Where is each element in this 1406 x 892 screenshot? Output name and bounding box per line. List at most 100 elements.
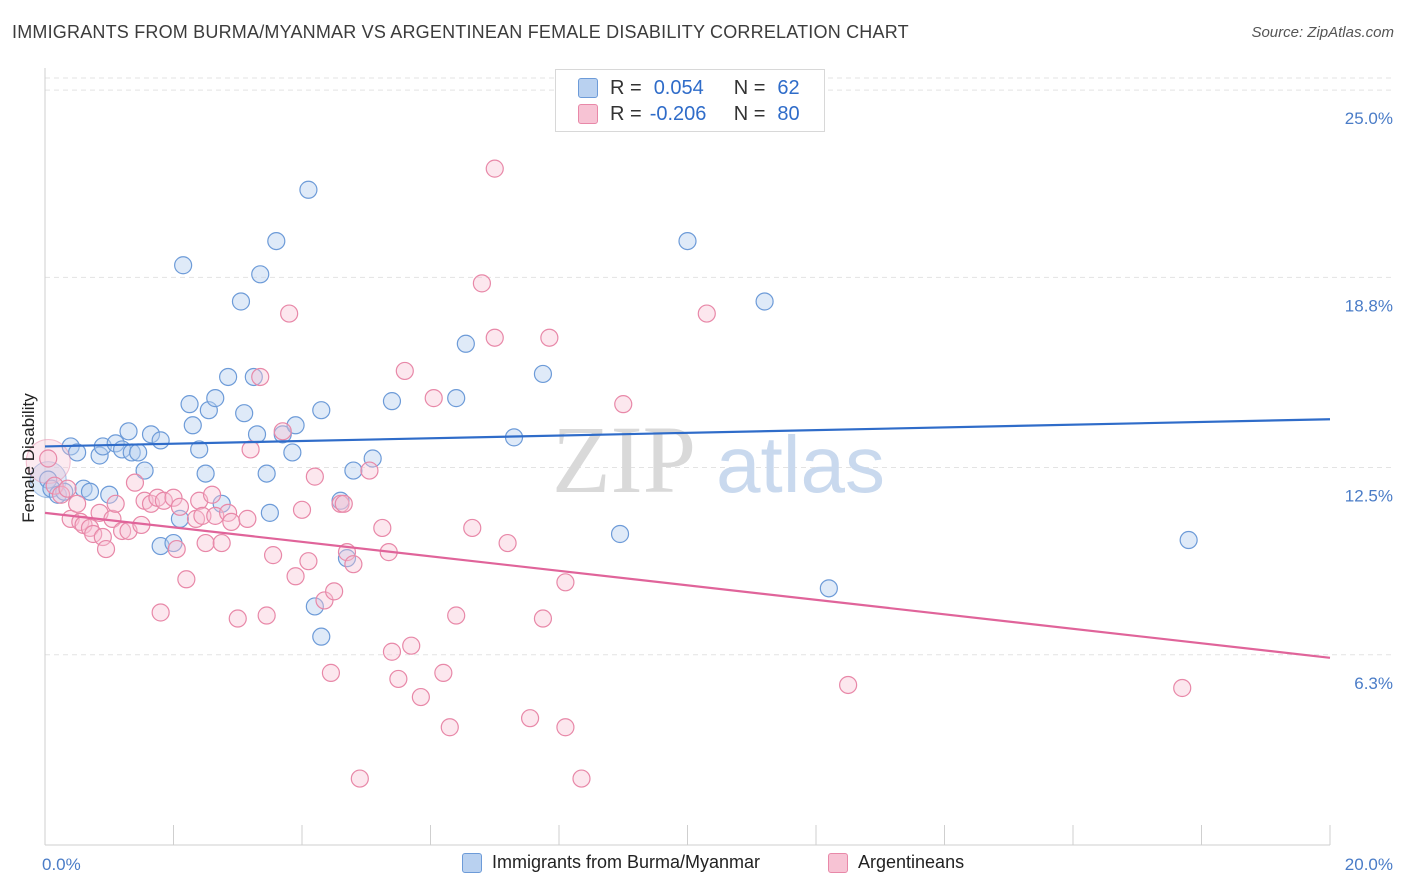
argentinean-point bbox=[472, 274, 491, 293]
argentinean-point bbox=[125, 473, 145, 492]
stats-legend: R = 0.054 N = 62 R = -0.206 N = 80 bbox=[555, 69, 825, 132]
burma-point bbox=[755, 292, 774, 311]
argentinean-point bbox=[177, 570, 196, 589]
argentinean-point bbox=[251, 367, 270, 387]
argentinean-point bbox=[273, 422, 292, 441]
y-axis-label: Female Disability bbox=[19, 393, 38, 523]
argentinean-point bbox=[533, 609, 553, 628]
legend-n-value-argentinean: 80 bbox=[777, 102, 800, 125]
argentinean-point bbox=[257, 606, 276, 625]
argentinean-point bbox=[263, 546, 283, 565]
legend-item-burma: Immigrants from Burma/Myanmar bbox=[462, 852, 760, 873]
watermark: ZIP atlas bbox=[552, 406, 885, 513]
argentinean-point bbox=[39, 449, 58, 468]
legend-swatch-burma bbox=[462, 852, 482, 873]
y-tick-label: 18.8% bbox=[1345, 296, 1393, 315]
burma-point bbox=[260, 503, 279, 522]
argentinean-point bbox=[614, 395, 633, 414]
burma-point bbox=[1179, 530, 1198, 550]
burma-point bbox=[312, 401, 331, 420]
argentinean-point bbox=[68, 494, 87, 513]
burma-trend-line bbox=[44, 418, 1331, 448]
argentinean-point bbox=[58, 479, 77, 498]
chart-title: IMMIGRANTS FROM BURMA/MYANMAR VS ARGENTI… bbox=[12, 22, 909, 42]
argentinean-point bbox=[299, 552, 318, 571]
tick-labels: 6.3% 12.5% 18.8% 25.0% 0.0% 20.0% bbox=[42, 109, 1393, 874]
argentinean-point bbox=[540, 328, 559, 347]
watermark-atlas: atlas bbox=[716, 420, 885, 509]
argentinean-point bbox=[106, 494, 125, 513]
burma-point bbox=[244, 367, 263, 387]
argentinean-point bbox=[411, 687, 430, 707]
argentinean-point bbox=[485, 328, 504, 347]
argentinean-point bbox=[389, 669, 408, 689]
burma-point bbox=[235, 404, 254, 423]
legend-r-label: R = bbox=[610, 102, 642, 125]
burma-point bbox=[678, 231, 697, 251]
argentinean-point bbox=[434, 663, 453, 682]
y-tick-label: 25.0% bbox=[1345, 109, 1393, 128]
argentinean-cluster-point bbox=[25, 439, 71, 485]
argentinean-point bbox=[344, 555, 363, 574]
burma-point bbox=[312, 627, 331, 646]
legend-swatch-burma bbox=[578, 78, 598, 98]
burma-point bbox=[135, 461, 154, 480]
burma-point bbox=[174, 256, 193, 275]
argentinean-point bbox=[196, 533, 215, 553]
argentinean-point bbox=[305, 467, 324, 486]
argentinean-point bbox=[228, 609, 247, 628]
burma-point bbox=[231, 292, 251, 311]
legend-row-burma: R = 0.054 N = 62 bbox=[578, 76, 800, 100]
argentinean-point bbox=[170, 497, 190, 516]
argentinean-point bbox=[151, 603, 170, 622]
y-tick-label: 6.3% bbox=[1354, 674, 1393, 693]
burma-point bbox=[257, 464, 276, 483]
burma-point bbox=[141, 425, 161, 444]
argentinean-point bbox=[292, 500, 312, 519]
legend-item-argentinean: Argentineans bbox=[828, 852, 964, 873]
argentinean-point bbox=[350, 769, 369, 788]
legend-r-label: R = bbox=[610, 76, 642, 99]
burma-point bbox=[129, 443, 148, 462]
argentinean-point bbox=[556, 573, 575, 592]
argentinean-point bbox=[202, 485, 222, 504]
argentinean-point bbox=[93, 527, 112, 547]
burma-point bbox=[206, 389, 225, 408]
burma-point bbox=[180, 395, 199, 414]
burma-point bbox=[55, 482, 74, 501]
x-tick-label-max: 20.0% bbox=[1345, 855, 1393, 874]
burma-point bbox=[447, 389, 466, 408]
grid-lines bbox=[45, 77, 1395, 656]
argentinean-point bbox=[556, 718, 575, 737]
burma-point bbox=[151, 431, 170, 450]
argentinean-point bbox=[382, 642, 402, 661]
series-argentinean-points bbox=[25, 159, 1192, 788]
legend-n-value-burma: 62 bbox=[777, 76, 800, 99]
argentinean-point bbox=[222, 512, 241, 532]
burma-point bbox=[305, 597, 324, 616]
argentinean-point bbox=[167, 539, 186, 559]
trend-lines bbox=[44, 418, 1331, 659]
x-tick-label-min: 0.0% bbox=[42, 855, 81, 874]
burma-point bbox=[363, 449, 382, 468]
source-credit: Source: ZipAtlas.com bbox=[1251, 24, 1394, 41]
argentinean-point bbox=[424, 389, 443, 408]
burma-point bbox=[533, 364, 553, 384]
axes bbox=[44, 68, 1331, 846]
legend-label-argentinean: Argentineans bbox=[858, 852, 965, 872]
legend-swatch-argentinean bbox=[828, 852, 848, 873]
burma-point bbox=[267, 231, 286, 251]
burma-point bbox=[219, 367, 238, 387]
burma-point bbox=[80, 482, 100, 501]
argentinean-point bbox=[238, 509, 257, 528]
argentinean-point bbox=[498, 533, 517, 553]
y-tick-label: 12.5% bbox=[1345, 487, 1393, 506]
legend-label-burma: Immigrants from Burma/Myanmar bbox=[492, 852, 761, 872]
burma-point bbox=[119, 422, 138, 441]
argentinean-point bbox=[321, 663, 341, 682]
argentinean-trend-line bbox=[44, 511, 1331, 659]
argentinean-point bbox=[286, 567, 305, 586]
burma-point bbox=[247, 425, 267, 444]
argentinean-point bbox=[402, 636, 421, 655]
burma-point bbox=[190, 440, 209, 459]
